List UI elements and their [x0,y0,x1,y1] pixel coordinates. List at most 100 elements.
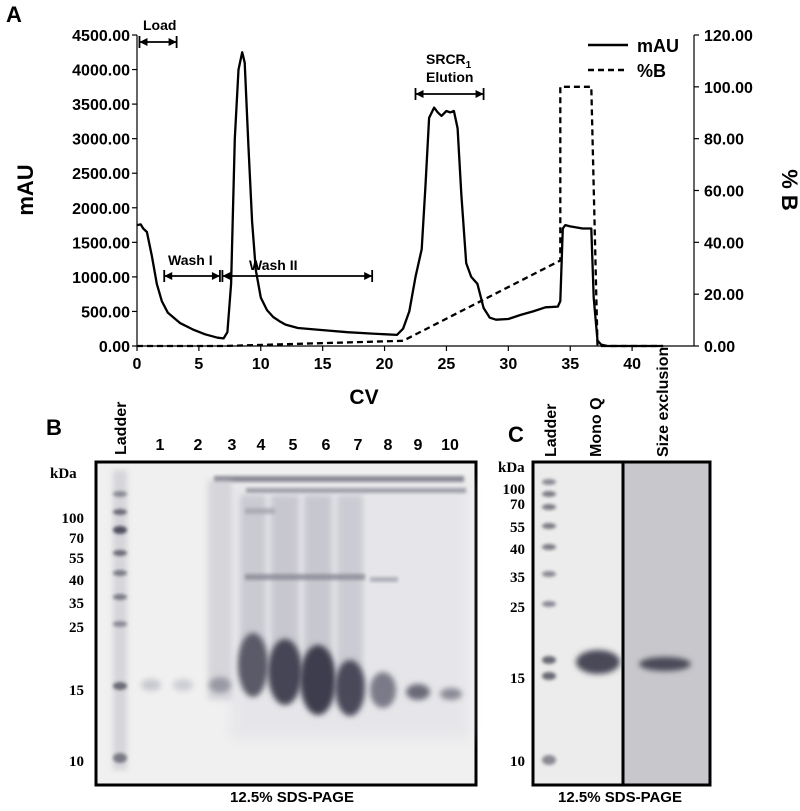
gel-c-lane-label: Size exclusion [655,347,672,457]
y-tick-label: 500.00 [81,304,130,321]
gel-c-lane-label: Ladder [543,404,560,457]
gel-b-lane-2-band [173,679,193,691]
gel-c-ladder-band [542,656,556,664]
gel-b-lane-7-band [335,660,365,716]
chromatogram-panel: A 0.00500.001000.001500.002000.002500.00… [6,2,800,409]
gel-b-faint-band [370,577,398,582]
panel-a-label: A [6,2,22,27]
gel-b-lane-label: 1 [156,437,165,454]
gel-b-lane-label: 7 [354,437,363,454]
gel-b-faint-band [245,574,365,580]
x-tick-label: 40 [623,356,641,373]
annotation-elution: Elution [426,69,473,85]
y-tick-label: 2500.00 [72,166,130,183]
gel-b-lane-3-band [209,677,231,693]
x-tick-label: 25 [438,356,456,373]
gel-b-lane-5-band [268,639,302,705]
annotation-arrow-head [211,272,220,280]
y-axis-title: mAU [13,164,38,215]
gel-c-ladder-band [542,571,556,577]
gel-c-ladder-band [542,672,556,680]
x-tick-label: 0 [133,356,142,373]
gel-b-ladder-band [113,682,127,690]
y2-tick-label: 100.00 [704,80,753,97]
gel-b-lane-label: 5 [289,437,298,454]
gel-b-lane-3-smear [208,480,232,700]
gel-c-ladder-lane [542,479,556,765]
gel-b-sample-lanes [141,476,466,716]
gel-b-lane-label: 9 [414,437,423,454]
gel-c-marker-label: 100 [503,482,526,498]
gel-b-ladder-band [113,491,127,497]
x-tick-label: 30 [499,356,517,373]
gel-c-marker-label: 40 [510,542,525,558]
annotation-srcr-sub: 1 [466,60,472,71]
gel-panel-b: B [46,402,478,806]
annotation-wash-2: Wash II [249,257,298,273]
gel-b-ladder-lane [113,470,127,770]
gel-c-mono-q-band [576,650,620,674]
percent-b-line [137,85,664,348]
annotation-arrow-head [164,272,173,280]
gel-b-lane-label: 2 [194,437,203,454]
gel-c-ladder-band [542,491,556,497]
gel-b-ladder-band [113,570,127,576]
gel-c-ladder-band [542,755,556,765]
gel-c-size-exclusion-band [639,657,691,671]
gel-b-marker-label: 35 [69,596,84,612]
y2-axis-title: % B [777,169,800,211]
gel-b-marker-label: 100 [62,511,85,527]
annotation-arrow-head [475,90,484,98]
x-tick-label: 15 [314,356,332,373]
y2-tick-label: 120.00 [704,28,753,45]
gel-b-unit-label: kDa [50,466,77,482]
y-tick-label: 0.00 [99,339,130,356]
gel-b-caption: 12.5% SDS-PAGE [230,789,354,806]
legend-label-percent-b: %B [637,61,666,81]
gel-b-marker-label: 25 [69,620,84,636]
x-tick-label: 10 [252,356,270,373]
gel-panel-c: C kDa 12.5% SDS-PAGE Ladder Mono Q Size ex… [498,347,712,806]
gel-b-lane-1-band [141,679,161,691]
gel-b-ladder-band [113,753,127,763]
gel-b-lane-label: 4 [257,437,266,454]
gel-b-marker-label: 15 [69,683,84,699]
gel-b-lane-label: 8 [384,437,393,454]
y2-tick-label: 40.00 [704,235,744,252]
annotation-arrow-head [168,38,177,46]
chromatogram-traces [136,36,664,348]
gel-b-lane-label: Ladder [113,402,130,455]
gel-b-ladder-smear [113,470,127,770]
gel-c-unit-label: kDa [498,460,525,476]
y-tick-label: 3500.00 [72,97,130,114]
gel-c-lane-label: Mono Q [588,397,605,457]
gel-c-marker-label: 10 [510,754,525,770]
panel-b-label: B [46,415,62,440]
annotation-arrow-head [222,272,231,280]
panel-c-label: C [508,422,524,447]
x-tick-label: 5 [194,356,203,373]
mau-line [136,51,664,348]
y2-tick-label: 60.00 [704,184,744,201]
gel-b-ladder-band [113,509,127,515]
gel-c-marker-label: 35 [510,570,525,586]
gel-b-faint-band [245,508,275,514]
annotation-arrow-head [139,38,148,46]
gel-b-marker-label: 55 [69,551,84,567]
gel-b-ladder-band [113,526,127,534]
y-tick-label: 4500.00 [72,28,130,45]
y-tick-label: 2000.00 [72,201,130,218]
gel-b-lane-7-smear [337,495,363,685]
gel-b-ladder-band [113,550,127,556]
gel-b-ladder-band [113,594,127,600]
gel-c-marker-label: 55 [510,520,525,536]
gel-c-ladder-band [542,601,556,607]
gel-c-left-frame [531,460,625,787]
y2-tick-label: 20.00 [704,287,744,304]
legend: mAU %B [588,36,679,81]
gel-c-marker-label: 70 [510,497,525,513]
gel-b-marker-label: 10 [69,754,84,770]
y-tick-label: 4000.00 [72,63,130,80]
gel-c-ladder-band [542,479,556,485]
gel-b-ladder-band [113,621,127,627]
